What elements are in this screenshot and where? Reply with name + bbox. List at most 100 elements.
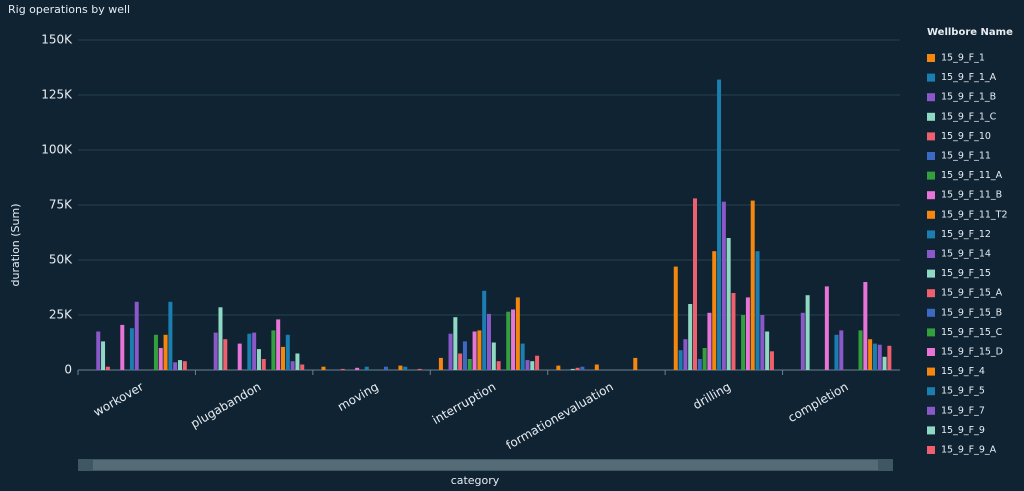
bar [834, 334, 839, 370]
bar [153, 334, 158, 370]
legend-swatch [927, 54, 935, 62]
legend-swatch [927, 250, 935, 258]
bar [290, 361, 295, 370]
bar [163, 334, 168, 370]
bar [453, 317, 458, 370]
legend-swatch [927, 112, 935, 121]
legend-label: 15_9_F_4 [941, 366, 985, 377]
bar [129, 328, 134, 370]
scrollbar-thumb[interactable] [93, 460, 878, 470]
legend-swatch [927, 387, 935, 396]
bar [570, 368, 575, 370]
bar [300, 364, 305, 370]
bar [765, 331, 770, 370]
y-tick-label: 125K [41, 88, 73, 102]
bar [506, 311, 511, 370]
bar [417, 368, 422, 370]
bar [575, 367, 580, 370]
bar [285, 334, 290, 370]
legend-label: 15_9_F_1 [941, 53, 985, 64]
bar [824, 286, 829, 370]
legend-swatch [927, 406, 935, 415]
bar [168, 301, 173, 370]
bar [673, 266, 678, 370]
bar [355, 367, 360, 370]
bar [755, 251, 760, 370]
legend-swatch [927, 152, 935, 160]
bar [872, 343, 877, 370]
bar [717, 79, 722, 370]
bar [556, 365, 561, 370]
bar [467, 359, 472, 370]
bar [448, 333, 453, 370]
y-tick-label: 50K [49, 253, 73, 267]
legend-swatch [927, 328, 935, 337]
bar [731, 293, 736, 370]
y-tick-label: 100K [41, 143, 73, 157]
legend-swatch [927, 171, 935, 180]
bar [223, 339, 228, 370]
legend-label: 15_9_F_15_C [941, 327, 1003, 338]
bar [295, 353, 300, 370]
legend-label: 15_9_F_9 [941, 425, 985, 436]
bar [858, 330, 863, 370]
legend-label: 15_9_F_10 [941, 131, 991, 142]
legend-label: 15_9_F_7 [941, 405, 985, 416]
legend-label: 15_9_F_1_A [941, 72, 997, 83]
bar [633, 357, 638, 370]
legend-swatch [927, 93, 935, 102]
bar [398, 365, 403, 370]
bar [697, 359, 702, 370]
legend-label: 15_9_F_9_A [941, 445, 997, 456]
y-tick-label: 150K [41, 33, 73, 47]
bar [321, 366, 326, 370]
bar [712, 251, 717, 370]
bar [594, 364, 599, 370]
bar [96, 331, 101, 370]
y-axis-label: duration (Sum) [9, 203, 22, 286]
bar [252, 332, 257, 370]
bar [745, 297, 750, 370]
x-tick-label: formationevaluation [504, 380, 616, 453]
x-tick-label: workover [91, 379, 146, 419]
x-tick-label: completion [786, 380, 851, 426]
bar [486, 313, 492, 370]
x-tick-label: moving [335, 380, 381, 414]
bar [721, 201, 726, 370]
bar [458, 353, 463, 370]
bar [403, 366, 408, 370]
legend-swatch [927, 269, 935, 278]
x-tick-label: drilling [691, 380, 734, 413]
x-tick-label: interruption [430, 380, 498, 428]
bar [462, 341, 467, 370]
bar [271, 330, 276, 370]
legend-label: 15_9_F_15 [941, 268, 991, 279]
legend-swatch [927, 73, 935, 82]
bar [800, 312, 805, 370]
legend-label: 15_9_F_14 [941, 249, 991, 260]
bar [491, 342, 496, 370]
legend-swatch [927, 191, 935, 200]
bar [750, 200, 755, 370]
bar [218, 307, 223, 370]
x-tick-label: plugabandon [188, 380, 263, 431]
legend-swatch [927, 446, 935, 454]
bar [525, 360, 530, 370]
legend-label: 15_9_F_15_D [941, 347, 1003, 358]
legend-swatch [927, 308, 935, 317]
legend-swatch [927, 210, 935, 219]
bar [769, 351, 774, 370]
bar [364, 366, 369, 370]
bar [134, 301, 139, 370]
legend-label: 15_9_F_12 [941, 229, 991, 240]
bar [515, 297, 520, 370]
legend-swatch [927, 426, 935, 435]
bar [520, 343, 525, 370]
legend-swatch [927, 289, 935, 298]
bar [877, 344, 882, 370]
bar [707, 312, 712, 370]
legend-label: 15_9_F_15_B [941, 307, 1002, 318]
chart-title: Rig operations by well [8, 3, 130, 16]
bar [173, 362, 178, 370]
bar [158, 348, 163, 370]
